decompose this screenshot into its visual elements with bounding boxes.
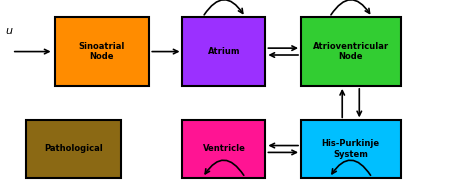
Text: $u$: $u$ [5, 26, 13, 36]
FancyBboxPatch shape [182, 17, 265, 86]
Text: Ventricle: Ventricle [202, 144, 246, 154]
FancyBboxPatch shape [301, 17, 401, 86]
FancyBboxPatch shape [182, 120, 265, 178]
FancyBboxPatch shape [55, 17, 149, 86]
Text: His-Purkinje
System: His-Purkinje System [322, 139, 380, 159]
Text: Pathological: Pathological [44, 144, 103, 154]
FancyBboxPatch shape [301, 120, 401, 178]
FancyBboxPatch shape [26, 120, 121, 178]
Text: Atrium: Atrium [208, 47, 240, 56]
Text: Atrioventricular
Node: Atrioventricular Node [313, 42, 389, 61]
Text: Sinoatrial
Node: Sinoatrial Node [79, 42, 125, 61]
